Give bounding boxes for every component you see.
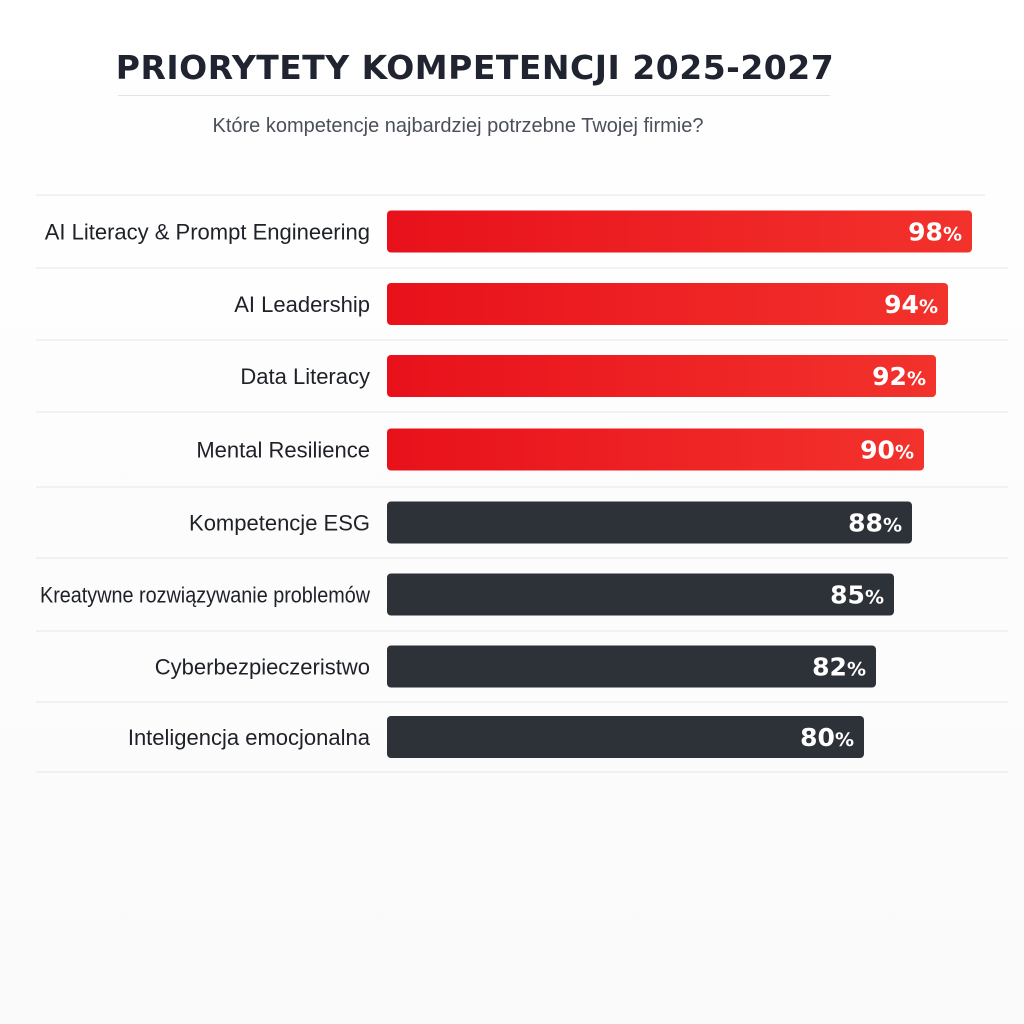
value-label: 98% — [908, 218, 962, 247]
value-label: 94% — [884, 290, 938, 319]
bar — [387, 355, 936, 397]
category-label: Mental Resilience — [196, 438, 370, 463]
bar — [387, 716, 864, 758]
category-label: Kompetencje ESG — [189, 511, 370, 536]
value-label: 92% — [872, 362, 926, 391]
value-label: 90% — [860, 436, 914, 465]
value-label: 82% — [812, 653, 866, 682]
bar — [387, 573, 894, 616]
category-label: Kreatywne rozwiązywanie problemów — [40, 583, 370, 608]
bar — [387, 501, 912, 544]
title-divider — [118, 95, 830, 96]
value-label: 80% — [800, 723, 854, 752]
category-label: Cyberbezpieczeristwo — [155, 655, 370, 680]
bar — [387, 645, 876, 688]
category-label: AI Leadership — [234, 292, 370, 317]
category-label: Data Literacy — [240, 364, 370, 389]
value-label: 85% — [830, 581, 884, 610]
bar — [387, 210, 972, 253]
chart-title: PRIORYTETY KOMPETENCJI 2025-2027 — [115, 48, 835, 87]
value-label: 88% — [848, 509, 902, 538]
category-label: AI Literacy & Prompt Engineering — [45, 220, 370, 245]
category-label: Inteligencja emocjonalna — [128, 725, 371, 750]
bar — [387, 428, 924, 471]
bar — [387, 283, 948, 325]
chart-subtitle: Które kompetencje najbardziej potrzebne … — [212, 115, 704, 137]
